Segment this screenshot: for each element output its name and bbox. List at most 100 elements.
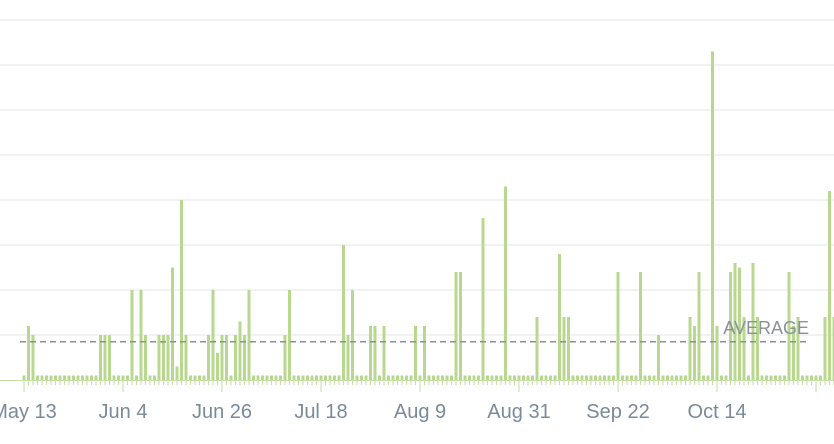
bar <box>751 263 755 380</box>
bar <box>756 317 759 380</box>
bar <box>103 335 107 380</box>
bar <box>360 375 363 380</box>
bar <box>463 375 467 380</box>
bar <box>580 375 584 380</box>
bar <box>778 375 782 380</box>
bar <box>409 375 413 380</box>
average-marker: AVERAGE <box>20 318 809 343</box>
bar <box>414 326 417 380</box>
bar <box>544 375 548 380</box>
bar <box>265 375 269 380</box>
bar <box>693 326 696 380</box>
bar <box>90 375 93 380</box>
bar <box>31 335 35 380</box>
bar <box>621 375 624 380</box>
bar <box>166 335 170 380</box>
bar <box>832 317 834 380</box>
bar <box>162 335 165 380</box>
bar <box>706 375 710 380</box>
y-gridlines <box>0 19 834 336</box>
x-tick-label: May 13 <box>0 401 57 423</box>
bar <box>373 326 377 380</box>
bar <box>774 375 777 380</box>
bar <box>328 375 332 380</box>
bar <box>279 375 282 380</box>
bar <box>108 335 111 380</box>
bar <box>724 375 728 380</box>
bar <box>571 375 575 380</box>
bar <box>675 375 678 380</box>
bar <box>652 375 656 380</box>
bar <box>153 375 156 380</box>
bar <box>207 335 210 380</box>
bar <box>828 191 831 380</box>
bar <box>337 375 341 380</box>
bar <box>589 375 593 380</box>
bar <box>639 272 642 380</box>
bar <box>171 267 174 380</box>
bar <box>661 375 665 380</box>
bar <box>288 290 291 380</box>
bar <box>792 326 795 380</box>
bar <box>594 375 597 380</box>
bar <box>306 375 309 380</box>
bar <box>436 375 440 380</box>
bar <box>40 375 44 380</box>
bar <box>130 290 134 380</box>
bar <box>517 375 521 380</box>
bar <box>612 375 615 380</box>
bar <box>193 375 197 380</box>
bar <box>117 375 120 380</box>
bar <box>805 375 809 380</box>
x-tick-label: Jul 18 <box>294 401 347 423</box>
bar <box>234 335 237 380</box>
bar <box>472 375 476 380</box>
bar <box>220 335 224 380</box>
bar <box>787 272 791 380</box>
bar <box>733 263 737 380</box>
bar <box>216 353 219 380</box>
bar <box>45 375 48 380</box>
bar <box>256 375 260 380</box>
bar <box>400 375 404 380</box>
bar <box>823 317 827 380</box>
x-axis: May 13 Jun 4 Jun 26 Jul 18 Aug 9 Aug 31 Sep 22… <box>0 380 834 423</box>
bar <box>184 335 188 380</box>
x-tick-label: Aug 31 <box>487 401 550 423</box>
bar <box>549 375 552 380</box>
bar <box>625 375 629 380</box>
bar <box>324 375 327 380</box>
bar <box>94 375 98 380</box>
bar <box>769 375 773 380</box>
bar <box>720 375 723 380</box>
bar <box>198 375 201 380</box>
bar <box>814 375 818 380</box>
bar <box>553 375 557 380</box>
bar <box>238 321 242 380</box>
bar <box>391 375 395 380</box>
bar <box>603 375 606 380</box>
x-tick-label: Sep 22 <box>586 401 649 423</box>
bar <box>445 375 449 380</box>
bar <box>81 375 84 380</box>
bar <box>382 326 386 380</box>
bar <box>189 375 192 380</box>
bar <box>585 375 588 380</box>
bar <box>301 375 305 380</box>
bar <box>423 326 426 380</box>
bar <box>567 317 570 380</box>
bar <box>441 375 444 380</box>
bar <box>342 245 345 380</box>
bar <box>315 375 318 380</box>
bar <box>576 375 579 380</box>
bar <box>634 375 638 380</box>
bar <box>598 375 602 380</box>
bar <box>225 335 228 380</box>
bar <box>405 375 408 380</box>
x-tick-label: Jun 4 <box>99 401 148 423</box>
bar <box>535 317 539 380</box>
bar <box>711 51 714 380</box>
bar <box>99 335 102 380</box>
bar <box>540 375 543 380</box>
bar <box>526 375 530 380</box>
